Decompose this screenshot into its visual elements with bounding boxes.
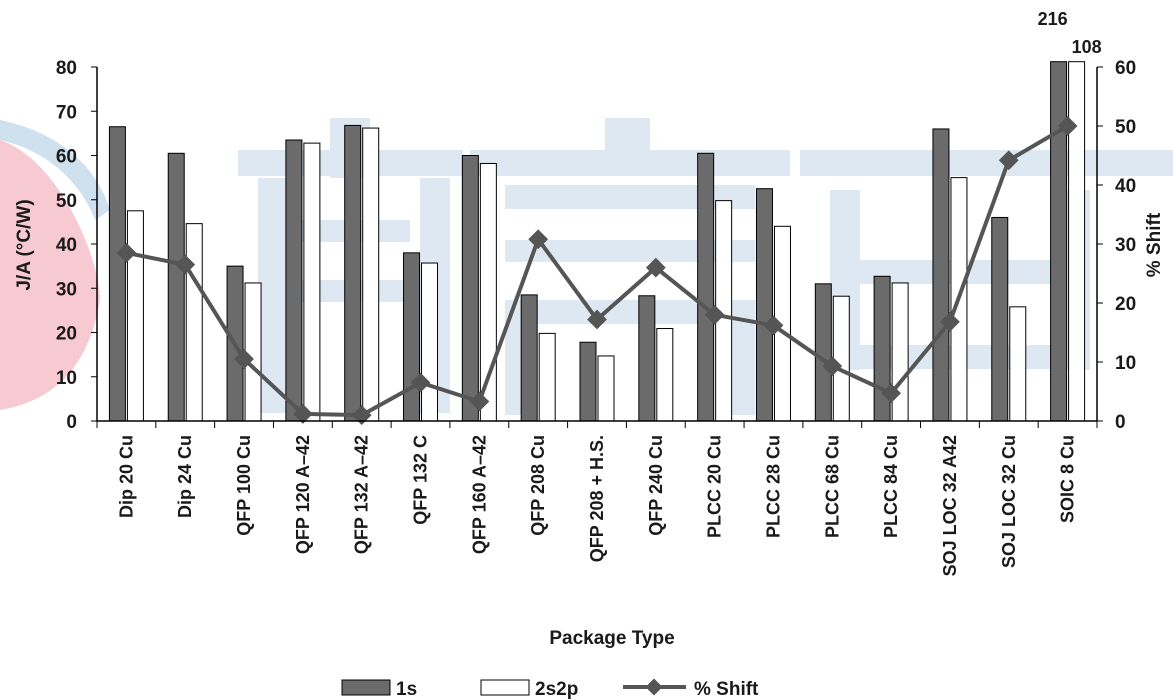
bar-1s-soic-8-cu xyxy=(1050,61,1068,422)
bar-2s2p-soic-8-cu xyxy=(1068,61,1086,422)
x-tick-label-soic-8-cu: SOIC 8 Cu xyxy=(1058,435,1078,523)
x-tick-label-qfp-132-a-42: QFP 132 A–42 xyxy=(352,435,372,554)
shift-point-plcc-20-cu xyxy=(704,304,725,325)
bar-2s2p-qfp-132-a-42 xyxy=(362,127,380,422)
bar-1s-qfp-120-a-42 xyxy=(285,139,303,422)
bar-1s-plcc-68-cu xyxy=(814,283,832,422)
shift-point-qfp-100-cu xyxy=(234,349,254,369)
bar-2s2p-dip-24-cu xyxy=(185,223,203,422)
x-axis-label: Package Type xyxy=(549,628,674,649)
x-tick-label-qfp-132-c: QFP 132 C xyxy=(411,435,431,525)
y-tick-label-left: 40 xyxy=(56,235,77,256)
x-tick-label-plcc-20-cu: PLCC 20 Cu xyxy=(705,435,725,538)
shift-point-qfp-132-c xyxy=(410,372,431,393)
x-tick-label-plcc-68-cu: PLCC 68 Cu xyxy=(822,435,842,538)
y-ticks-right: 0 10 20 30 40 50 60 xyxy=(1097,58,1136,433)
shift-point-plcc-68-cu xyxy=(822,356,843,377)
bar-1s-plcc-28-cu xyxy=(755,188,773,422)
y-tick-label-right: 40 xyxy=(1115,176,1136,197)
x-tick-label-plcc-84-cu: PLCC 84 Cu xyxy=(881,435,901,538)
watermark-red-arc xyxy=(0,140,100,410)
y-tick-label-left: 30 xyxy=(56,279,77,300)
bar-2s2p-qfp-208-h-s xyxy=(597,355,615,422)
x-tick-label-dip-24-cu: Dip 24 Cu xyxy=(175,435,195,518)
x-tick-label-dip-20-cu: Dip 20 Cu xyxy=(116,435,136,518)
shift-point-soic-8-cu xyxy=(1057,116,1078,136)
bar-1s-qfp-132-c xyxy=(403,252,421,422)
legend-swatch-1s xyxy=(341,679,391,696)
shift-point-qfp-160-a-42 xyxy=(469,391,490,412)
y-axis-label-right: % Shift xyxy=(1144,212,1165,277)
bar-2s2p-qfp-208-cu xyxy=(538,332,556,422)
bar-1s-qfp-208-cu xyxy=(520,294,538,422)
bar-1s-soj-loc-32-cu xyxy=(991,216,1009,422)
y-tick-label-left: 50 xyxy=(56,191,77,212)
x-tick-label-soj-loc-32-cu: SOJ LOC 32 Cu xyxy=(999,435,1019,568)
x-tick-label-qfp-208-h-s: QFP 208 + H.S. xyxy=(587,435,607,562)
bar-value-label-2s2p: 108 xyxy=(1072,37,1102,57)
bar-1s-plcc-20-cu xyxy=(697,152,715,422)
bar-value-label-1s: 216 xyxy=(1038,9,1068,29)
y-tick-label-right: 50 xyxy=(1115,117,1136,138)
legend-swatch-shift-marker xyxy=(645,678,663,696)
bar-1s-qfp-208-h-s xyxy=(579,341,597,422)
y-tick-label-left: 20 xyxy=(56,324,77,345)
y-tick-label-left: 80 xyxy=(56,58,77,79)
bar-2s2p-dip-20-cu xyxy=(126,210,144,422)
bar-2s2p-qfp-132-c xyxy=(421,262,439,422)
bar-1s-qfp-160-a-42 xyxy=(461,155,479,422)
shift-point-plcc-84-cu xyxy=(881,383,902,404)
bar-2s2p-qfp-120-a-42 xyxy=(303,142,321,422)
bar-1s-soj-loc-32-a42 xyxy=(932,128,950,422)
y-tick-label-right: 10 xyxy=(1115,353,1136,374)
y-tick-label-right: 60 xyxy=(1115,58,1136,79)
bar-2s2p-plcc-68-cu xyxy=(832,295,850,422)
y-tick-label-right: 20 xyxy=(1115,294,1136,315)
x-tick-label-soj-loc-32-a42: SOJ LOC 32 A42 xyxy=(940,435,960,576)
x-tick-label-qfp-120-a-42: QFP 120 A–42 xyxy=(293,435,313,554)
shift-point-qfp-120-a-42 xyxy=(292,404,313,424)
bar-2s2p-qfp-100-cu xyxy=(244,282,262,422)
x-tick-label-qfp-240-cu: QFP 240 Cu xyxy=(646,435,666,536)
bar-1s-dip-24-cu xyxy=(167,152,185,422)
y-tick-label-right: 0 xyxy=(1115,412,1126,433)
x-tick-label-plcc-28-cu: PLCC 28 Cu xyxy=(763,435,783,538)
bar-2s2p-soj-loc-32-cu xyxy=(1009,306,1027,422)
legend: 1s 2s2p % Shift xyxy=(341,678,759,700)
shift-point-dip-24-cu xyxy=(175,254,196,275)
shift-point-dip-20-cu xyxy=(116,242,137,263)
shift-point-soj-loc-32-a42 xyxy=(940,311,960,332)
y-tick-label-left: 70 xyxy=(56,102,77,123)
y-tick-label-left: 0 xyxy=(66,412,77,433)
shift-point-qfp-240-cu xyxy=(645,257,666,278)
legend-label-shift: % Shift xyxy=(694,679,759,700)
bar-1s-dip-20-cu xyxy=(108,126,126,422)
bar-2s2p-plcc-84-cu xyxy=(891,282,909,422)
y-tick-label-left: 10 xyxy=(56,368,77,389)
x-tick-labels: Dip 20 Cu Dip 24 Cu QFP 100 Cu QFP 120 A–42… xyxy=(116,435,1077,576)
x-tick-label-qfp-160-a-42: QFP 160 A–42 xyxy=(469,435,489,554)
legend-label-1s: 1s xyxy=(396,679,417,700)
y-tick-label-left: 60 xyxy=(56,147,77,168)
y-tick-label-right: 30 xyxy=(1115,235,1136,256)
shift-point-qfp-132-a-42 xyxy=(351,405,372,425)
bar-2s2p-qfp-240-cu xyxy=(656,328,674,422)
bar-1s-qfp-240-cu xyxy=(638,295,656,422)
x-tick-label-qfp-100-cu: QFP 100 Cu xyxy=(234,435,254,536)
y-ticks-left: 0 10 20 30 40 50 60 70 80 xyxy=(56,58,97,433)
shift-point-plcc-28-cu xyxy=(763,315,784,336)
bar-1s-qfp-132-a-42 xyxy=(344,124,362,422)
watermark-blue-arc xyxy=(0,120,110,220)
x-tick-label-qfp-208-cu: QFP 208 Cu xyxy=(528,435,548,536)
legend-label-2s2p: 2s2p xyxy=(535,679,578,700)
y-axis-label: J/A (°C/W) xyxy=(14,199,35,290)
shift-point-qfp-208-h-s xyxy=(587,309,607,330)
legend-swatch-2s2p xyxy=(480,679,530,696)
